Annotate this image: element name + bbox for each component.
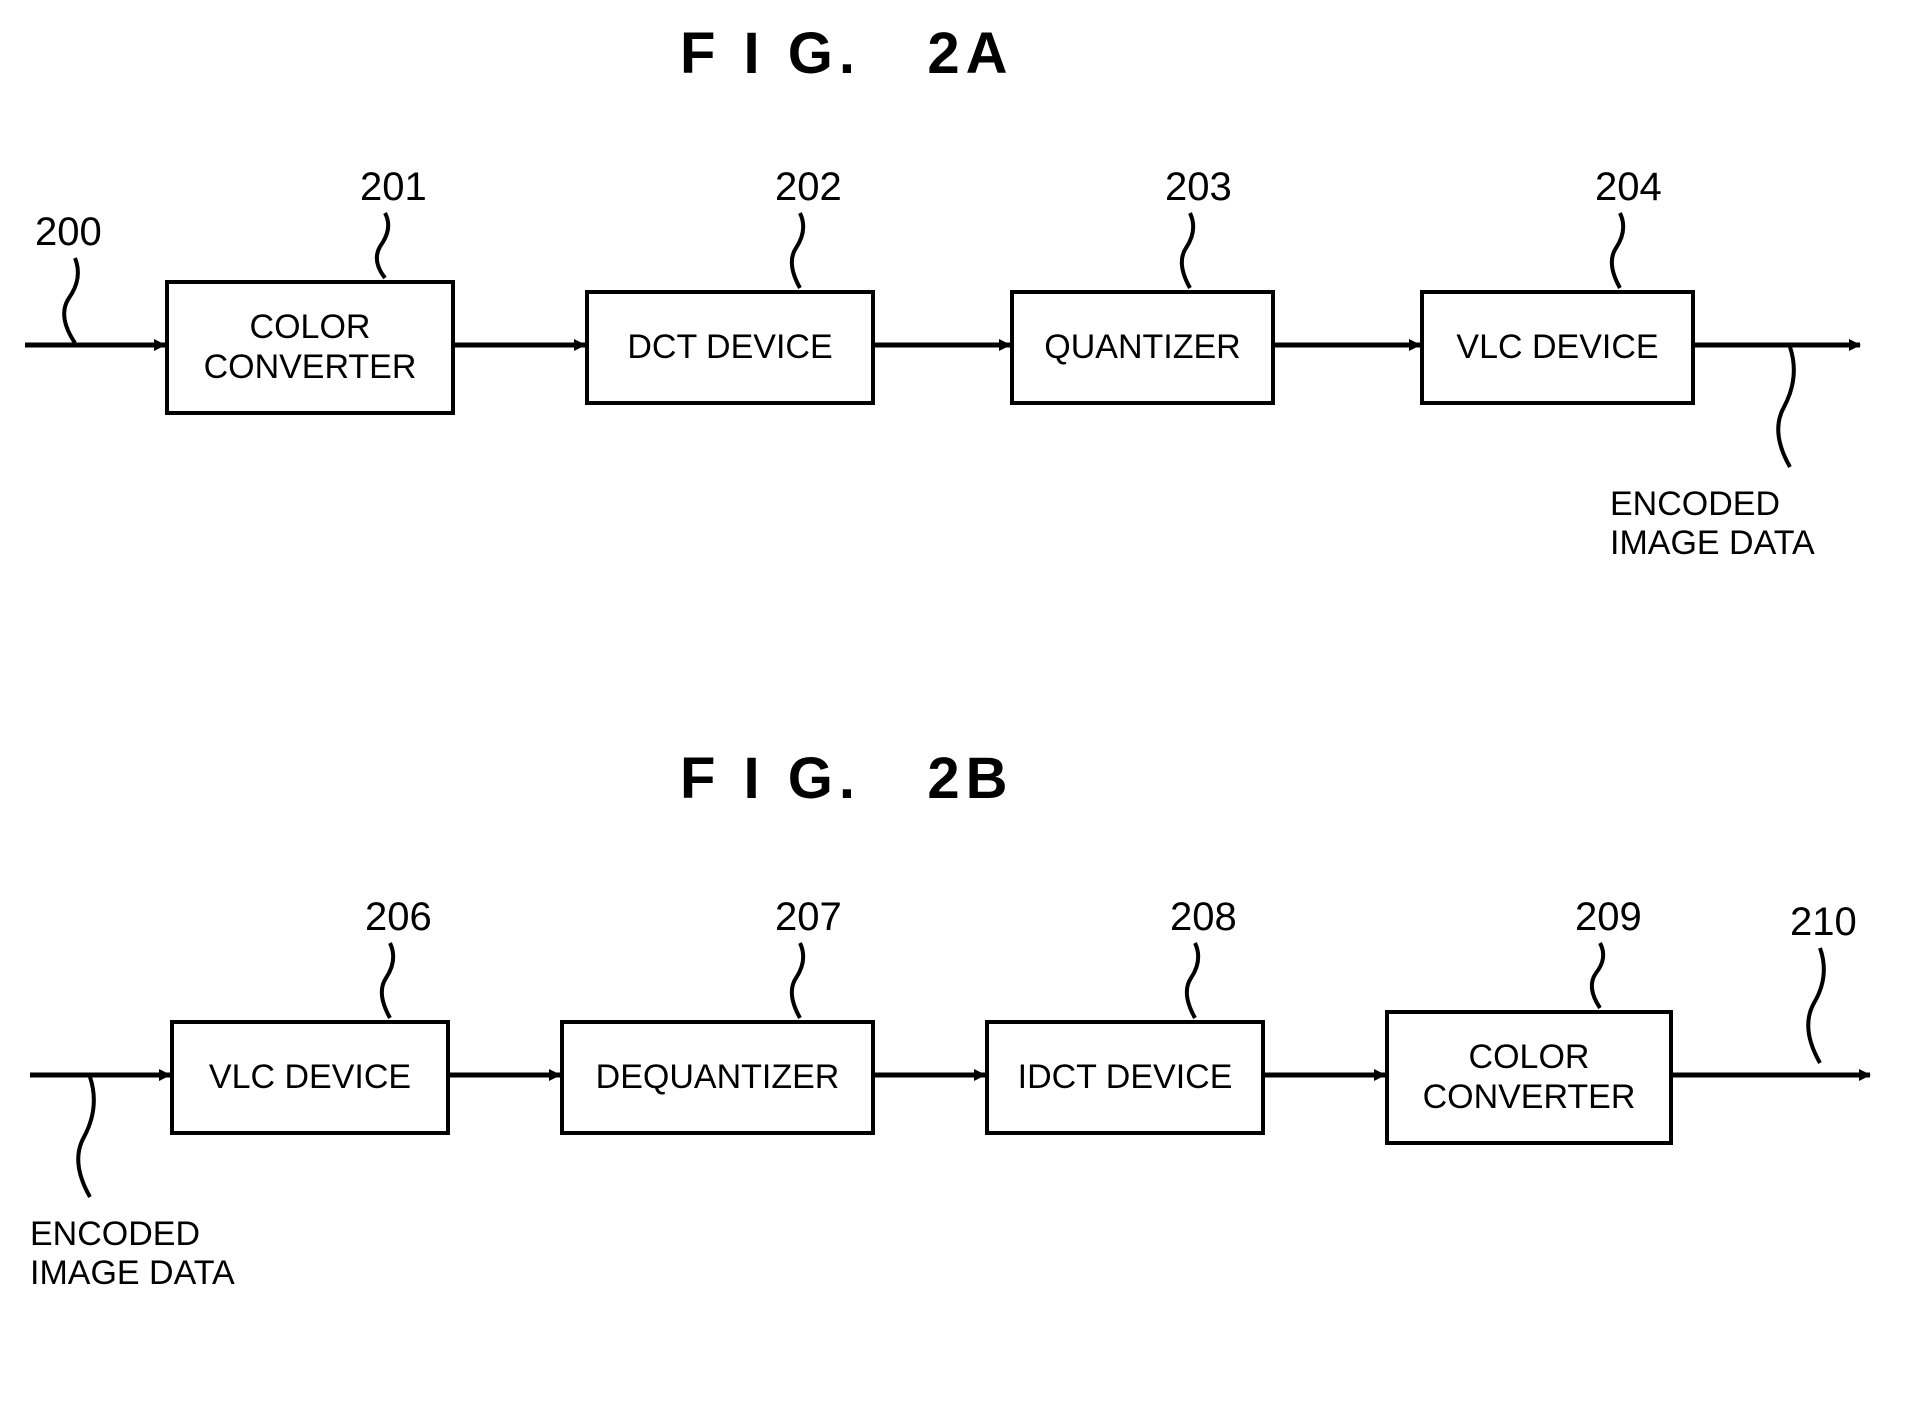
block-201: COLOR CONVERTER xyxy=(165,280,455,415)
input-b-label: ENCODED IMAGE DATA xyxy=(30,1215,235,1293)
ref-209: 209 xyxy=(1575,895,1642,940)
ref-204: 204 xyxy=(1595,165,1662,210)
ref-207: 207 xyxy=(775,895,842,940)
block-204: VLC DEVICE xyxy=(1420,290,1695,405)
ref-203: 203 xyxy=(1165,165,1232,210)
block-208: IDCT DEVICE xyxy=(985,1020,1265,1135)
ref-201: 201 xyxy=(360,165,427,210)
figure-a-title: F I G. 2A xyxy=(680,20,1014,87)
block-202: DCT DEVICE xyxy=(585,290,875,405)
block-209: COLOR CONVERTER xyxy=(1385,1010,1673,1145)
figure-b-title: F I G. 2B xyxy=(680,745,1014,812)
ref-208: 208 xyxy=(1170,895,1237,940)
ref-210: 210 xyxy=(1790,900,1857,945)
output-a-label: ENCODED IMAGE DATA xyxy=(1610,485,1815,563)
block-207: DEQUANTIZER xyxy=(560,1020,875,1135)
ref-206: 206 xyxy=(365,895,432,940)
connectors-overlay xyxy=(0,0,1910,1406)
ref-200: 200 xyxy=(35,210,102,255)
block-203: QUANTIZER xyxy=(1010,290,1275,405)
block-206: VLC DEVICE xyxy=(170,1020,450,1135)
ref-202: 202 xyxy=(775,165,842,210)
